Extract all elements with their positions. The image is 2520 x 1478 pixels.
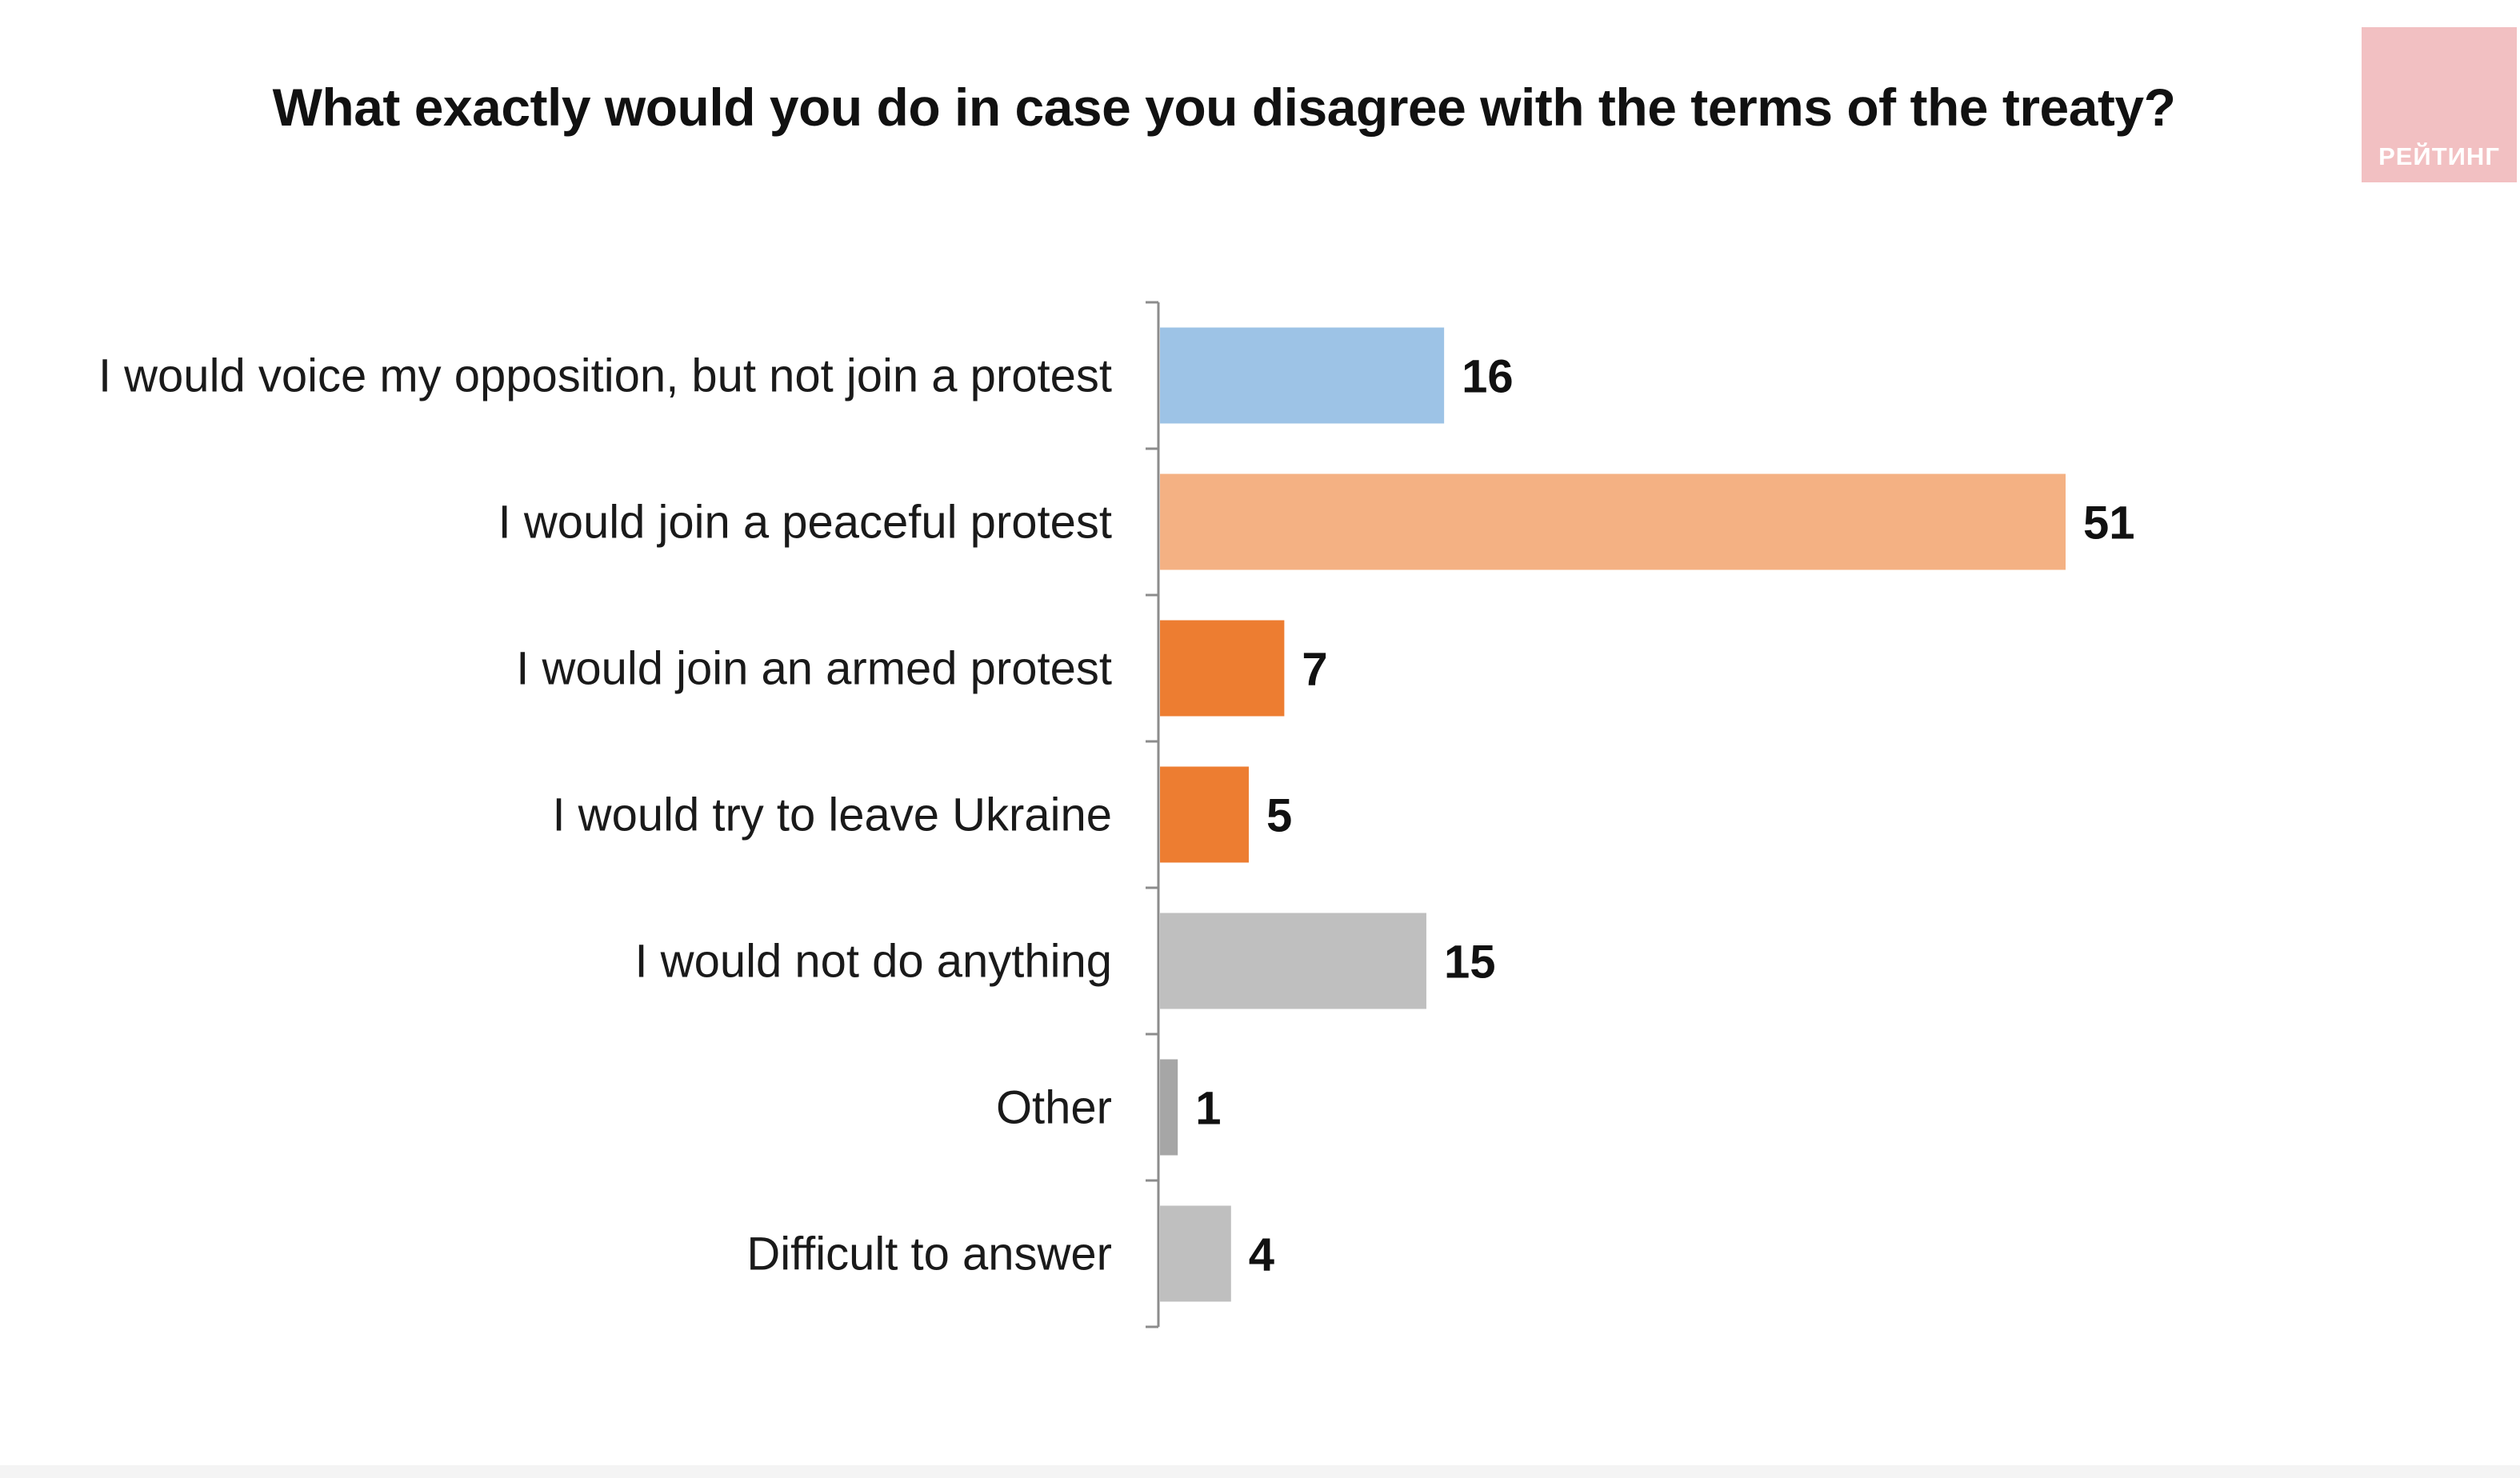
data-label: 4: [1249, 1229, 1274, 1281]
category-label: Difficult to answer: [746, 1228, 1112, 1280]
chart-title: What exactly would you do in case you di…: [272, 78, 2176, 137]
brand-logo: РЕЙТИНГ: [2362, 27, 2517, 182]
bar: [1160, 913, 1426, 1009]
data-label: 5: [1266, 790, 1292, 842]
category-label: I would join a peaceful protest: [498, 497, 1112, 549]
category-label: I would try to leave Ukraine: [552, 789, 1112, 841]
data-label: 1: [1195, 1083, 1221, 1135]
bar: [1160, 327, 1445, 424]
data-label: 51: [2083, 497, 2135, 549]
brand-logo-text: РЕЙТИНГ: [2378, 142, 2500, 170]
data-label: 7: [1302, 644, 1327, 696]
bottom-strip: [0, 1465, 2520, 1478]
category-label: I would not do anything: [634, 936, 1112, 988]
category-label: Other: [996, 1082, 1112, 1134]
bar: [1160, 473, 2066, 570]
data-label: 15: [1444, 937, 1496, 989]
data-label: 16: [1462, 351, 1514, 403]
bar: [1160, 766, 1249, 863]
bar: [1160, 1059, 1178, 1156]
bar: [1160, 620, 1285, 717]
category-label: I would voice my opposition, but not joi…: [98, 350, 1112, 402]
bar: [1160, 1205, 1231, 1302]
category-label: I would join an armed protest: [516, 643, 1112, 695]
